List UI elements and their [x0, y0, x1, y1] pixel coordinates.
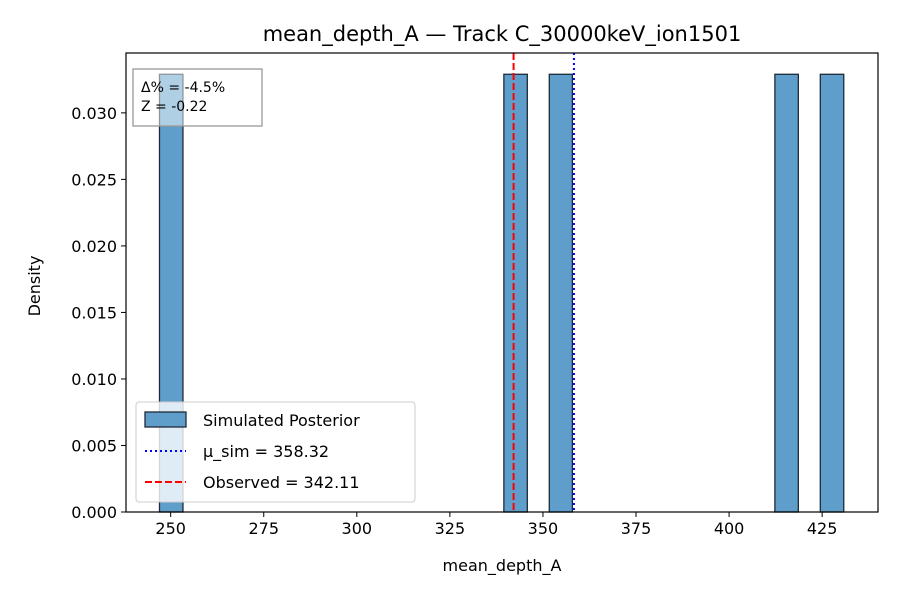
x-tick-label: 425 — [807, 519, 838, 538]
chart-title: mean_depth_A — Track C_30000keV_ion1501 — [263, 22, 742, 47]
histogram-bars — [158, 73, 845, 513]
histogram-bar-4 — [774, 73, 799, 513]
y-tick-label: 0.000 — [71, 503, 117, 522]
x-axis-label: mean_depth_A — [443, 556, 562, 576]
y-tick-label: 0.015 — [71, 303, 117, 322]
x-tick-label: 325 — [435, 519, 466, 538]
y-tick-label: 0.025 — [71, 170, 117, 189]
y-tick-label: 0.020 — [71, 237, 117, 256]
x-tick-label: 400 — [714, 519, 745, 538]
legend-label-posterior: Simulated Posterior — [203, 411, 360, 430]
stats-box: Δ% = -4.5% Z = -0.22 — [132, 68, 263, 127]
x-tick-label: 350 — [528, 519, 559, 538]
x-axis-ticks: 250 275 300 325 350 375 400 425 — [155, 512, 837, 538]
legend-frame — [135, 401, 416, 503]
legend-label-mean: μ_sim = 358.32 — [203, 442, 329, 462]
legend: Simulated Posterior μ_sim = 358.32 Observe… — [135, 401, 416, 503]
delta-percent-text: Δ% = -4.5% — [141, 80, 225, 96]
y-tick-label: 0.010 — [71, 370, 117, 389]
x-tick-label: 300 — [342, 519, 373, 538]
reference-lines — [512, 53, 575, 512]
y-tick-label: 0.030 — [71, 104, 117, 123]
z-score-text: Z = -0.22 — [141, 99, 207, 115]
x-tick-label: 250 — [155, 519, 186, 538]
histogram-bar-5 — [819, 73, 845, 513]
y-axis-ticks: 0.000 0.005 0.010 0.015 0.020 0.025 0.030 — [71, 104, 126, 522]
y-axis-label: Density — [25, 256, 44, 317]
y-tick-label: 0.005 — [71, 436, 117, 455]
histogram-bar-2 — [503, 73, 528, 513]
legend-label-observed: Observed = 342.11 — [203, 473, 360, 492]
histogram-bar-3 — [548, 73, 574, 513]
x-tick-label: 375 — [621, 519, 652, 538]
legend-swatch-posterior — [144, 411, 187, 428]
x-tick-label: 275 — [248, 519, 279, 538]
axes-frame — [125, 52, 879, 513]
stats-box-frame — [132, 68, 263, 127]
